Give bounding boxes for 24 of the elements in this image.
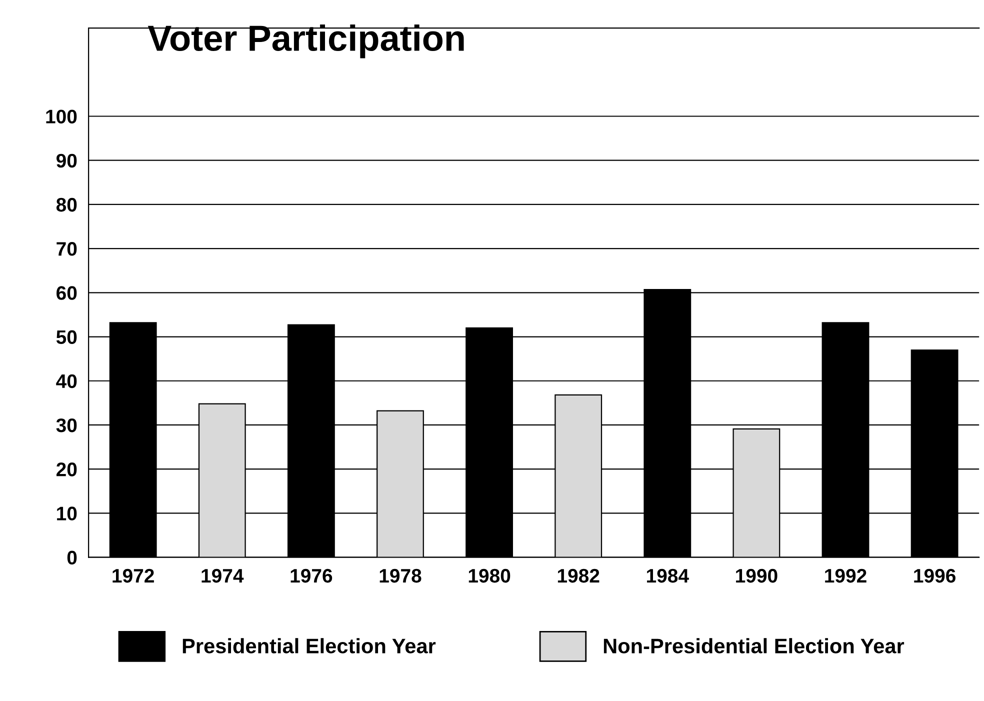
y-tick-label: 50 [56,330,77,344]
y-tick-label: 10 [57,506,77,520]
x-tick-label: 1972 [112,568,154,583]
x-tick-label: 1982 [558,568,600,583]
legend-label: Non-Presidential Election Year [604,638,904,654]
x-tick-label: 1980 [468,568,510,583]
x-tick-label: 1990 [736,568,778,583]
chart-title: Voter Participation [148,24,464,58]
x-tick-label: 1992 [825,568,866,583]
x-tick-label: 1974 [202,568,244,583]
legend-label: Presidential Election Year [182,638,436,654]
x-tick-label: 1984 [646,568,689,583]
y-tick-label: 90 [56,154,77,168]
y-tick-label: 30 [56,418,77,432]
x-tick-label: 1996 [914,568,956,583]
y-tick-label: 0 [67,550,77,565]
y-tick-label: 70 [56,242,77,256]
y-tick-label: 40 [56,374,77,388]
y-tick-label: 60 [56,286,77,300]
x-tick-label: 1976 [290,568,332,583]
x-tick-label: 1978 [380,568,422,583]
y-tick-label: 20 [56,462,77,476]
y-tick-label: 100 [46,110,77,124]
y-tick-label: 80 [56,198,77,212]
